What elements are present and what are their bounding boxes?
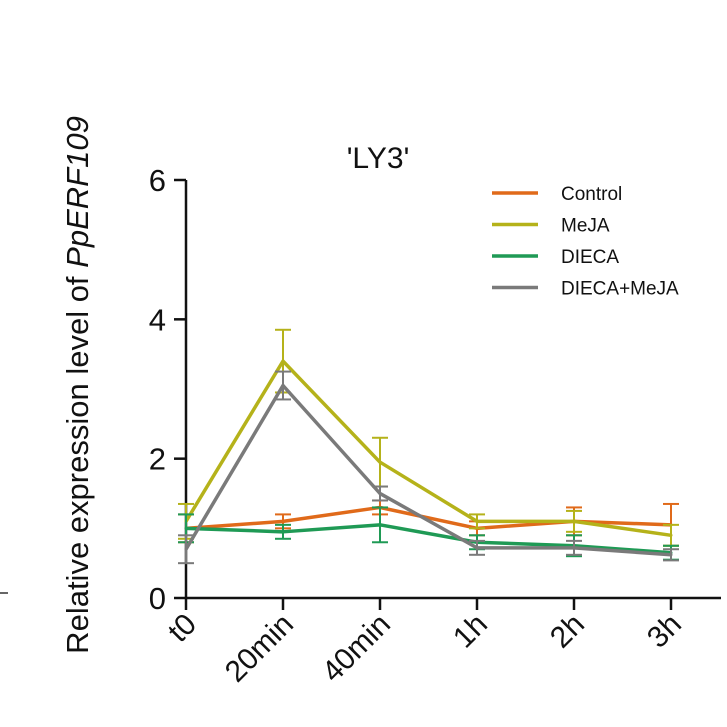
y-axis: 0 2 4 6	[149, 163, 188, 616]
x-tick-label: 20min	[219, 608, 300, 689]
legend-item: Control	[492, 184, 622, 205]
data-point	[378, 523, 382, 527]
y-axis-label: Relative expression level of PpERF109	[60, 116, 95, 654]
data-point	[378, 492, 382, 495]
data-point	[378, 460, 382, 464]
legend-label: DIECA	[561, 247, 619, 268]
data-point	[281, 384, 285, 388]
data-point	[184, 547, 188, 551]
x-tick-label: 1h	[447, 608, 494, 655]
series-dieca-meja	[178, 370, 679, 565]
legend-label: DIECA+MeJA	[561, 279, 679, 300]
x-tick-label: 2h	[544, 608, 591, 655]
series-dieca	[178, 506, 679, 561]
data-point	[572, 546, 576, 550]
chart-title: 'LY3'	[347, 142, 410, 175]
data-point	[281, 519, 285, 523]
series-line	[184, 359, 672, 538]
legend-item: DIECA+MeJA	[492, 279, 679, 300]
series-line	[185, 523, 672, 555]
x-tick-label: 3h	[641, 608, 688, 655]
data-point	[669, 533, 673, 537]
y-tick-label: 0	[149, 581, 166, 616]
y-tick-label: 6	[149, 163, 166, 198]
x-tick-label: t0	[162, 608, 203, 649]
data-point	[475, 519, 479, 523]
legend-item: MeJA	[492, 216, 610, 237]
x-tick-label: 40min	[316, 608, 397, 689]
data-point	[281, 530, 285, 534]
legend-item: DIECA	[492, 247, 619, 268]
y-axis-label-gene: PpERF109	[60, 116, 95, 268]
x-axis: t0 20min 40min 1h 2h 3h	[162, 596, 721, 689]
series-layer	[178, 328, 679, 565]
data-point	[669, 553, 673, 557]
data-point	[281, 359, 285, 363]
legend-label: MeJA	[561, 216, 610, 237]
series-control	[178, 499, 679, 547]
y-tick-label: 2	[149, 442, 166, 477]
series-line	[184, 383, 672, 557]
y-axis-label-text: Relative expression level of	[60, 268, 95, 654]
data-point	[475, 546, 479, 550]
data-point	[184, 526, 188, 530]
data-point	[572, 519, 576, 523]
legend: Control MeJA DIECA DIECA+MeJA	[492, 184, 679, 300]
y-tick-label: 4	[149, 302, 166, 337]
legend-label: Control	[561, 184, 622, 205]
